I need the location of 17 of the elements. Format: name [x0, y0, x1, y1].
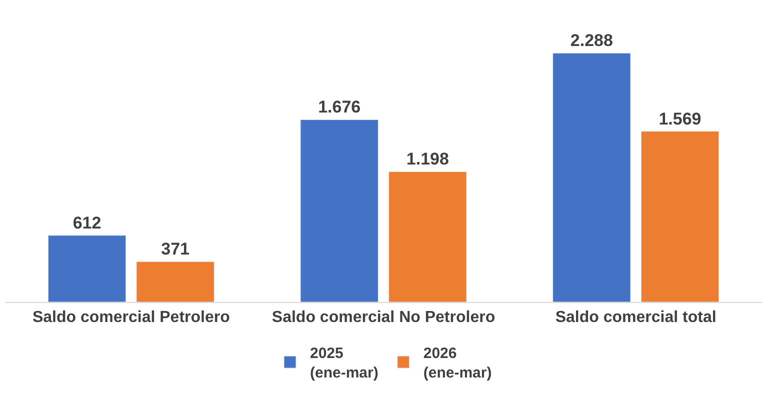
- legend-label: 2025 (ene-mar): [310, 345, 378, 382]
- data-label: 2.288: [570, 31, 613, 50]
- data-label: 371: [161, 240, 190, 259]
- x-tick-label: Saldo comercial No Petrolero: [272, 309, 496, 326]
- legend-label: 2026 (ene-mar): [423, 345, 492, 382]
- bar: [300, 119, 378, 302]
- data-label: 1.676: [318, 98, 361, 117]
- x-tick-label: Saldo comercial Petrolero: [32, 309, 230, 326]
- bar: [136, 261, 214, 302]
- data-label: 1.198: [406, 150, 449, 169]
- bar: [552, 52, 631, 302]
- data-label: 1.569: [658, 109, 702, 128]
- bar: [48, 235, 126, 302]
- bar: [640, 131, 720, 302]
- data-label: 612: [72, 213, 102, 232]
- bar: [388, 171, 467, 302]
- x-tick-label: Saldo comercial total: [555, 309, 716, 326]
